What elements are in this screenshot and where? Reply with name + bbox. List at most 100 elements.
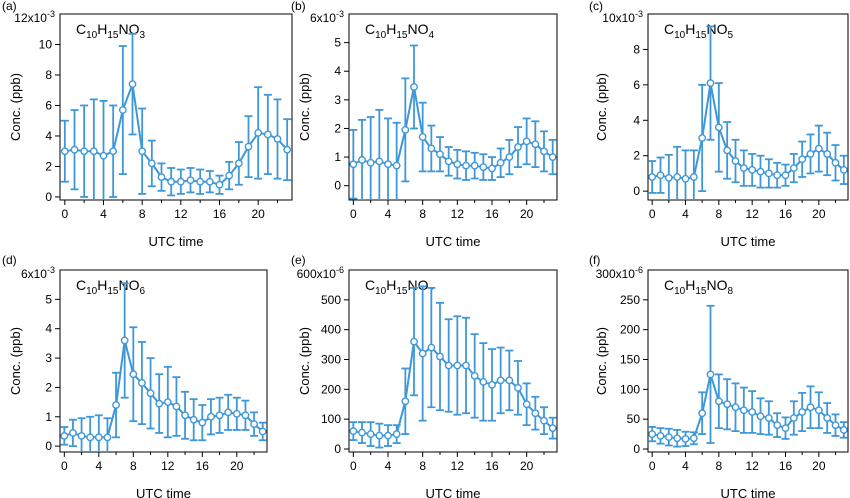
species-formula: C10H15NO5 [664, 21, 734, 41]
data-point [806, 150, 815, 158]
plot-frame [647, 13, 849, 201]
data-point [673, 434, 682, 443]
y-tick-label: 100 [321, 412, 341, 426]
data-point [157, 173, 166, 182]
data-point [181, 411, 189, 420]
series-line [353, 339, 554, 437]
data-point [120, 336, 129, 345]
x-tick-label: 16 [779, 207, 793, 221]
y-tick-label: 200 [321, 382, 341, 396]
data-point [656, 171, 665, 180]
data-point [798, 408, 807, 416]
series-line [63, 340, 264, 439]
data-point [540, 147, 548, 156]
data-point [522, 137, 531, 146]
data-point [436, 352, 444, 361]
data-point [781, 171, 790, 180]
data-point [163, 398, 172, 406]
y-tick-label: 0 [334, 179, 341, 193]
data-point [60, 431, 69, 440]
panel-label: (b) [291, 0, 306, 13]
data-point [798, 155, 807, 164]
plot-frame [647, 269, 849, 453]
data-point [531, 409, 540, 418]
data-point [410, 337, 418, 346]
y-tick-label: 0 [334, 442, 341, 456]
chart-panel-c: (c) 0 2 4 6 8 10x10-3 0 4 8 12 16 20 UTC time Conc. (p… [589, 0, 849, 249]
data-point [496, 158, 505, 167]
data-point [731, 157, 740, 165]
data-point [739, 164, 748, 173]
x-tick-label: 16 [485, 207, 499, 221]
data-point [146, 389, 155, 398]
x-tick-label: 16 [779, 459, 793, 473]
data-point [99, 151, 108, 160]
x-tick-label: 4 [385, 459, 392, 473]
x-tick-label: 12 [174, 207, 188, 221]
y-tick-label: 5 [334, 36, 341, 50]
data-point [384, 160, 392, 169]
plot-frame [348, 13, 558, 201]
y-tick-label: 300 [321, 353, 341, 367]
data-point [224, 408, 233, 417]
x-tick-label: 12 [451, 207, 465, 221]
data-point [444, 361, 453, 370]
series-line [651, 82, 845, 180]
x-tick-label: 8 [419, 207, 426, 221]
y-axis-title: Conc. (ppb) [594, 73, 609, 141]
y-tick-label: 4 [45, 322, 52, 336]
panel-label: (e) [291, 253, 306, 267]
data-point [241, 411, 250, 420]
data-layer [648, 25, 848, 200]
data-point [706, 79, 715, 87]
data-point [698, 134, 707, 142]
data-point [118, 106, 127, 114]
panel-label: (d) [2, 253, 17, 267]
data-layer [349, 44, 557, 200]
x-tick-label: 20 [812, 459, 826, 473]
data-point [748, 408, 757, 416]
data-point [470, 372, 479, 380]
data-point [714, 397, 723, 406]
x-tick-label: 20 [812, 207, 826, 221]
data-point [358, 156, 366, 164]
data-point [756, 167, 765, 176]
data-point [839, 165, 848, 174]
data-point [375, 431, 384, 440]
plot-frame [348, 269, 558, 453]
data-point [112, 401, 120, 409]
data-point [789, 414, 798, 422]
data-point [462, 161, 470, 170]
data-point [349, 160, 358, 169]
x-tick-label: 0 [649, 207, 656, 221]
data-point [94, 433, 103, 442]
data-layer [60, 282, 267, 452]
plot-frame [59, 269, 268, 453]
data-point [698, 409, 707, 418]
x-tick-label: 4 [682, 207, 689, 221]
plot-frame [59, 13, 293, 201]
x-tick-label: 12 [745, 459, 759, 473]
data-point [273, 135, 282, 143]
y-scale-label: 300x10-6 [596, 265, 643, 281]
x-tick-label: 0 [61, 459, 68, 473]
x-tick-label: 16 [196, 459, 210, 473]
data-point [418, 349, 427, 358]
x-axis-title: UTC time [426, 234, 481, 249]
data-point [283, 145, 292, 154]
y-scale-label: 600x10-6 [297, 265, 344, 281]
data-point [706, 370, 715, 379]
y-tick-label: 0 [633, 442, 640, 456]
data-point [664, 173, 673, 182]
data-point [147, 159, 156, 168]
y-axis-title: Conc. (ppb) [297, 327, 312, 395]
y-scale-label: 6x10-3 [21, 265, 55, 281]
data-point [789, 164, 798, 173]
data-point [689, 173, 698, 181]
data-point [505, 153, 514, 161]
data-point [109, 147, 118, 156]
data-point [258, 427, 267, 436]
